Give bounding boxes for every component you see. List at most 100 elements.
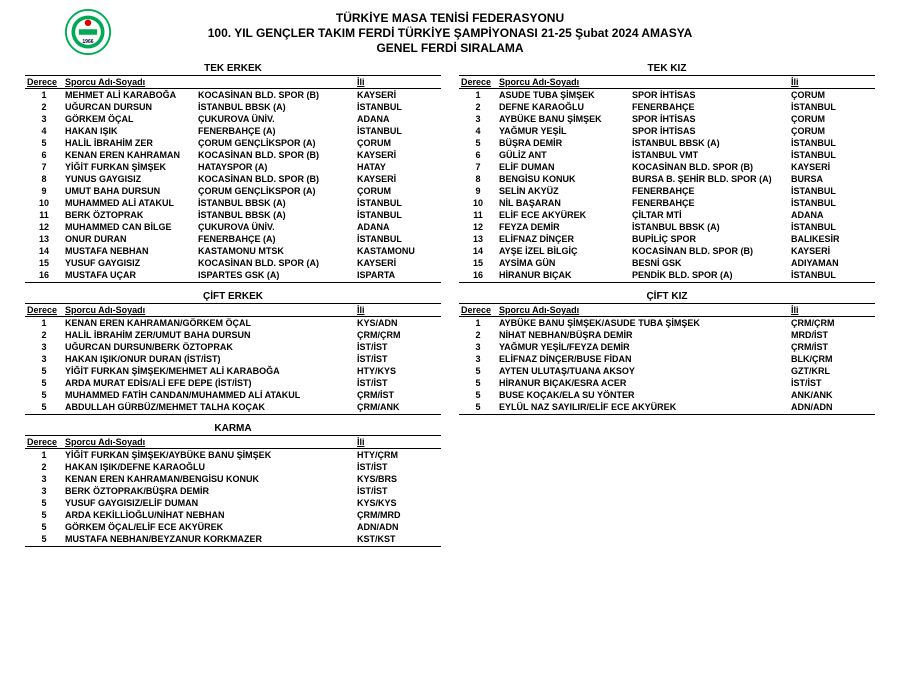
cell-il: ADANA (355, 113, 441, 125)
cell-il: İST/İST (789, 377, 875, 389)
cell-rank: 5 (25, 521, 63, 533)
cell-il: ÇORUM (789, 89, 875, 102)
cell-name: ABDULLAH GÜRBÜZ/MEHMET TALHA KOÇAK (63, 401, 355, 415)
cell-rank: 5 (25, 365, 63, 377)
cell-rank: 10 (459, 197, 497, 209)
table-row: 8YUNUS GAYGISIZKOCASİNAN BLD. SPOR (B)KA… (25, 173, 441, 185)
cell-il: İSTANBUL (789, 197, 875, 209)
federation-logo: 1966 (65, 9, 111, 55)
cell-il: KAYSERİ (355, 173, 441, 185)
cell-name: YUNUS GAYGISIZ (63, 173, 196, 185)
table-row: 8BENGİSU KONUKBURSA B. ŞEHİR BLD. SPOR (… (459, 173, 875, 185)
col-sporcu: Sporcu Adı-Soyadı (63, 76, 196, 89)
cell-il: BLK/ÇRM (789, 353, 875, 365)
cell-il: ANK/ANK (789, 389, 875, 401)
cell-club: KOCASİNAN BLD. SPOR (B) (630, 161, 789, 173)
table-row: 5HİRANUR BIÇAK/ESRA ACERİST/İST (459, 377, 875, 389)
cell-il: İSTANBUL (355, 209, 441, 221)
cell-club: FENERBAHÇE (A) (196, 233, 355, 245)
cell-il: MRD/İST (789, 329, 875, 341)
cell-rank: 5 (459, 137, 497, 149)
cell-il: HATAY (355, 161, 441, 173)
cell-club: İSTANBUL VMT (630, 149, 789, 161)
cell-name: KENAN EREN KAHRAMAN/BENGİSU KONUK (63, 473, 355, 485)
cell-club: KASTAMONU MTSK (196, 245, 355, 257)
cell-club: İSTANBUL BBSK (A) (196, 209, 355, 221)
cell-il: ADIYAMAN (789, 257, 875, 269)
cell-rank: 11 (25, 209, 63, 221)
cell-rank: 13 (25, 233, 63, 245)
cell-il: ÇRM/ÇRM (789, 317, 875, 330)
table-row: 12FEYZA DEMİRİSTANBUL BBSK (A)İSTANBUL (459, 221, 875, 233)
cell-club: FENERBAHÇE (630, 101, 789, 113)
cell-rank: 3 (25, 473, 63, 485)
cell-club: ÇUKUROVA ÜNİV. (196, 221, 355, 233)
table-row: 5EYLÜL NAZ SAYILIR/ELİF ECE AKYÜREKADN/A… (459, 401, 875, 415)
cell-rank: 15 (459, 257, 497, 269)
tek-kiz-table: Derece Sporcu Adı-Soyadı İli 1ASUDE TUBA… (459, 75, 875, 283)
table-row: 3YAĞMUR YEŞİL/FEYZA DEMİRÇRM/İST (459, 341, 875, 353)
svg-text:1966: 1966 (82, 39, 93, 45)
header-line-3: GENEL FERDİ SIRALAMA (25, 41, 875, 55)
cell-rank: 11 (459, 209, 497, 221)
tek-kiz-section: TEK KIZ Derece Sporcu Adı-Soyadı İli 1AS… (459, 61, 875, 283)
tek-erkek-section: TEK ERKEK Derece Sporcu Adı-Soyadı İli 1… (25, 61, 441, 283)
cell-name: HAKAN IŞIK/ONUR DURAN (İST/İST) (63, 353, 355, 365)
cell-rank: 12 (25, 221, 63, 233)
cell-rank: 16 (459, 269, 497, 283)
cell-rank: 5 (459, 389, 497, 401)
cell-name: KENAN EREN KAHRAMAN (63, 149, 196, 161)
cell-il: İSTANBUL (355, 101, 441, 113)
cell-name: FEYZA DEMİR (497, 221, 630, 233)
header-line-1: TÜRKİYE MASA TENİSİ FEDERASYONU (25, 11, 875, 25)
col-il: İli (355, 304, 441, 317)
table-row: 11ELİF ECE AKYÜREKÇİLTAR MTİADANA (459, 209, 875, 221)
cell-name: MUSTAFA NEBHAN (63, 245, 196, 257)
cell-rank: 4 (459, 125, 497, 137)
cift-erkek-section: ÇİFT ERKEK Derece Sporcu Adı-Soyadı İli … (25, 289, 441, 415)
col-il: İli (789, 76, 875, 89)
cell-name: KENAN EREN KAHRAMAN/GÖRKEM ÖÇAL (63, 317, 355, 330)
cell-name: YİĞİT FURKAN ŞİMŞEK (63, 161, 196, 173)
karma-table: Derece Sporcu Adı-Soyadı İli 1YİĞİT FURK… (25, 435, 441, 547)
cell-rank: 8 (25, 173, 63, 185)
table-row: 12MUHAMMED CAN BİLGEÇUKUROVA ÜNİV.ADANA (25, 221, 441, 233)
cell-club: FENERBAHÇE (630, 197, 789, 209)
cell-club: ISPARTES GSK (A) (196, 269, 355, 283)
section-title: ÇİFT KIZ (459, 291, 875, 302)
table-row: 3BERK ÖZTOPRAK/BÜŞRA DEMİRİST/İST (25, 485, 441, 497)
table-row: 7ELİF DUMANKOCASİNAN BLD. SPOR (B)KAYSER… (459, 161, 875, 173)
cell-name: MUHAMMED CAN BİLGE (63, 221, 196, 233)
cell-il: ADN/ADN (355, 521, 441, 533)
cell-name: AYŞE İZEL BİLGİÇ (497, 245, 630, 257)
cell-name: DEFNE KARAOĞLU (497, 101, 630, 113)
table-row: 2HALİL İBRAHİM ZER/UMUT BAHA DURSUNÇRM/Ç… (25, 329, 441, 341)
table-row: 13ELİFNAZ DİNÇERBUPİLİÇ SPORBALIKESİR (459, 233, 875, 245)
cell-il: İST/İST (355, 341, 441, 353)
table-row: 7YİĞİT FURKAN ŞİMŞEKHATAYSPOR (A)HATAY (25, 161, 441, 173)
cell-rank: 2 (459, 101, 497, 113)
empty-col (459, 421, 875, 547)
cell-il: İSTANBUL (355, 233, 441, 245)
cell-club: ÇİLTAR MTİ (630, 209, 789, 221)
col-il: İli (355, 76, 441, 89)
cell-name: ELİFNAZ DİNÇER/BUSE FİDAN (497, 353, 789, 365)
cell-il: İSTANBUL (789, 149, 875, 161)
cell-il: ADANA (355, 221, 441, 233)
cell-il: ISPARTA (355, 269, 441, 283)
cell-club: BUPİLİÇ SPOR (630, 233, 789, 245)
cell-il: GZT/KRL (789, 365, 875, 377)
cell-name: EYLÜL NAZ SAYILIR/ELİF ECE AKYÜREK (497, 401, 789, 415)
cell-rank: 3 (25, 113, 63, 125)
cell-rank: 10 (25, 197, 63, 209)
cell-club: KOCASİNAN BLD. SPOR (A) (196, 257, 355, 269)
cell-il: KASTAMONU (355, 245, 441, 257)
cell-rank: 5 (25, 497, 63, 509)
cell-name: HAKAN IŞIK/DEFNE KARAOĞLU (63, 461, 355, 473)
cell-club: İSTANBUL BBSK (A) (630, 221, 789, 233)
cell-rank: 6 (25, 149, 63, 161)
cell-il: İSTANBUL (789, 137, 875, 149)
cell-club: İSTANBUL BBSK (A) (196, 197, 355, 209)
table-row: 3KENAN EREN KAHRAMAN/BENGİSU KONUKKYS/BR… (25, 473, 441, 485)
cell-rank: 3 (459, 113, 497, 125)
